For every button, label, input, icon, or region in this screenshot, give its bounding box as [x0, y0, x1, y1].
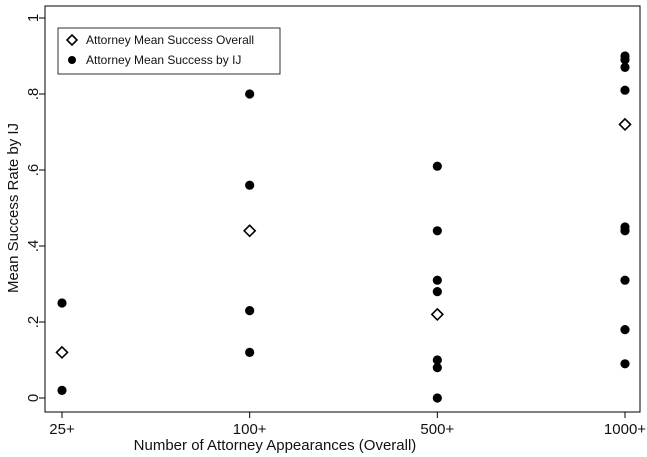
ij-mean-point: [432, 275, 442, 285]
y-axis-label: Mean Success Rate by IJ: [5, 123, 22, 293]
ij-mean-point: [245, 306, 255, 316]
x-tick-label: 500+: [420, 421, 454, 438]
ij-mean-point: [245, 347, 255, 357]
overall-mean-point: [243, 224, 257, 238]
ij-mean-point: [432, 393, 442, 403]
ij-mean-point: [620, 85, 630, 95]
ij-mean-point: [245, 89, 255, 99]
y-tick-label: 1: [25, 14, 42, 22]
ij-mean-point: [432, 226, 442, 236]
legend-label-overall: Attorney Mean Success Overall: [86, 33, 254, 47]
legend-diamond: [65, 33, 79, 47]
x-tick-label: 100+: [233, 421, 267, 438]
x-axis: 25+ 100+ 500+ 1000+: [49, 412, 646, 438]
y-tick-label: .2: [25, 316, 42, 329]
ij-mean-point: [620, 359, 630, 369]
y-tick-label: .8: [25, 88, 42, 101]
plot-frame: [44, 5, 641, 413]
legend: Attorney Mean Success Overall Attorney M…: [57, 27, 281, 75]
ij-mean-point: [432, 355, 442, 365]
legend-marker-circle: [68, 56, 76, 64]
y-tick-label: .6: [25, 164, 42, 177]
ij-mean-point: [620, 226, 630, 236]
legend-label-by-ij: Attorney Mean Success by IJ: [86, 53, 241, 67]
x-tick-label: 25+: [49, 421, 75, 438]
data-points: [55, 51, 632, 403]
ij-mean-point: [245, 180, 255, 190]
y-tick-label: 0: [25, 394, 42, 402]
ij-mean-point: [432, 363, 442, 373]
x-tick-label: 1000+: [604, 421, 646, 438]
y-axis: 0 .2 .4 .6 .8 1: [25, 14, 45, 402]
ij-mean-point: [432, 287, 442, 297]
legend-box: [57, 27, 281, 75]
legend-marker-diamond: [65, 33, 79, 47]
y-tick-label: .4: [25, 240, 42, 253]
ij-mean-point: [620, 55, 630, 65]
legend-circle: [68, 56, 76, 64]
ij-mean-point: [620, 325, 630, 335]
overall-mean-point: [55, 345, 69, 360]
overall-mean-point: [618, 117, 632, 132]
ij-mean-point: [57, 298, 67, 308]
x-axis-label: Number of Attorney Appearances (Overall): [134, 437, 417, 454]
ij-mean-point: [432, 161, 442, 171]
ij-mean-point: [620, 275, 630, 285]
ij-mean-point: [620, 62, 630, 72]
ij-mean-point: [57, 385, 67, 395]
overall-mean-point: [430, 307, 444, 322]
